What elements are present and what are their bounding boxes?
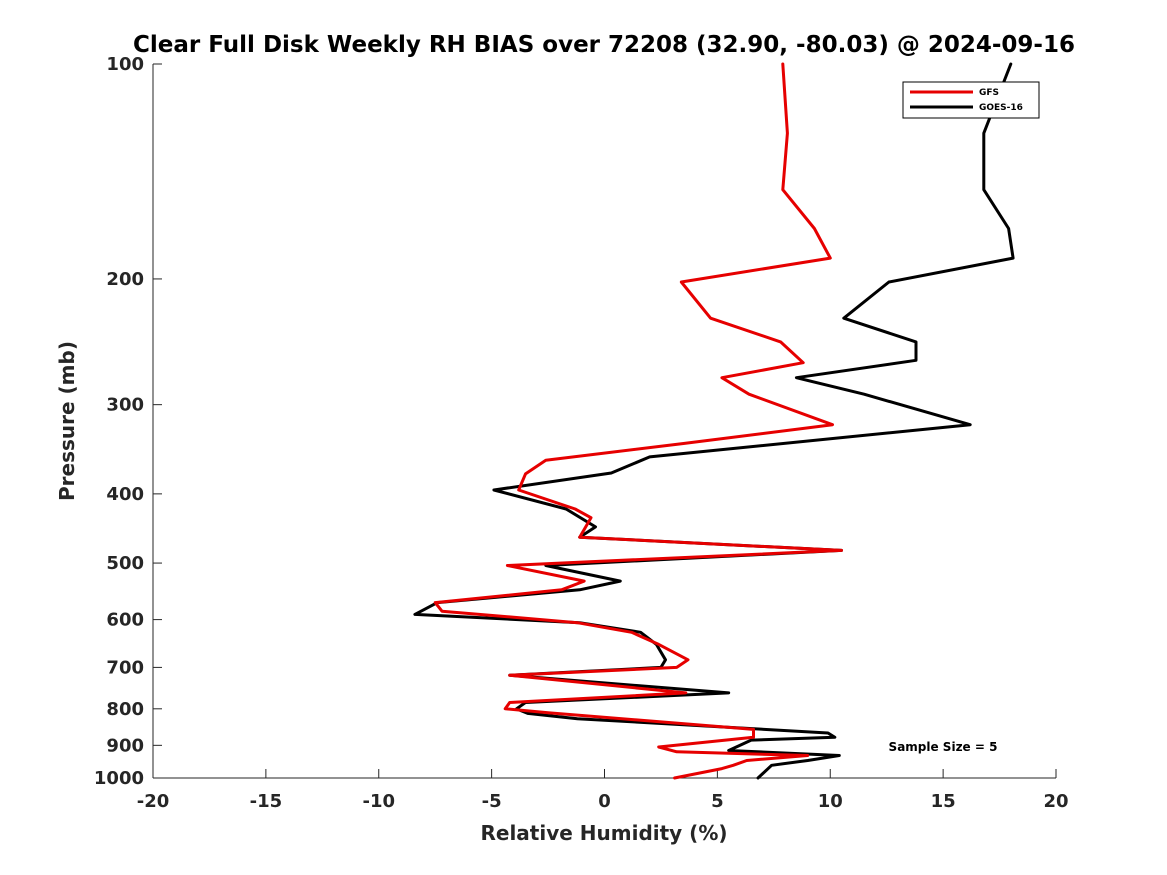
y-tick-label: 500 bbox=[106, 553, 144, 574]
x-tick-label: -5 bbox=[482, 791, 502, 812]
y-axis-label: Pressure (mb) bbox=[55, 341, 79, 501]
x-tick-label: 10 bbox=[818, 791, 843, 812]
y-tick-label: 100 bbox=[106, 54, 144, 75]
x-tick-label: 15 bbox=[931, 791, 956, 812]
x-tick-label: -15 bbox=[250, 791, 283, 812]
x-tick-label: 0 bbox=[598, 791, 611, 812]
y-tick-label: 600 bbox=[106, 610, 144, 631]
sample-size-annotation: Sample Size = 5 bbox=[889, 740, 998, 754]
y-tick-label: 200 bbox=[106, 269, 144, 290]
x-tick-label: -20 bbox=[137, 791, 170, 812]
series-layer bbox=[413, 62, 1015, 780]
x-tick-label: 20 bbox=[1043, 791, 1068, 812]
legend-box bbox=[902, 81, 1040, 119]
x-tick-label: -10 bbox=[362, 791, 395, 812]
y-tick-label: 800 bbox=[106, 699, 144, 720]
x-tick-label: 5 bbox=[711, 791, 724, 812]
legend: GFS GOES-16 bbox=[902, 81, 1040, 119]
x-axis: -20 -15 -10 -5 0 5 10 15 20 bbox=[137, 769, 1069, 812]
legend-label: GOES-16 bbox=[979, 103, 1023, 113]
y-axis: 100 200 300 400 500 600 700 800 900 1000 bbox=[94, 54, 162, 789]
y-tick-label: 900 bbox=[106, 735, 144, 756]
x-axis-label: Relative Humidity (%) bbox=[480, 821, 727, 845]
y-tick-label: 400 bbox=[106, 484, 144, 505]
series-line-gfs bbox=[433, 62, 843, 780]
y-tick-label: 700 bbox=[106, 657, 144, 678]
series-line-goes-16 bbox=[413, 62, 1015, 780]
legend-label: GFS bbox=[979, 88, 999, 98]
chart-title: Clear Full Disk Weekly RH BIAS over 7220… bbox=[133, 32, 1075, 58]
y-tick-label: 1000 bbox=[94, 768, 144, 789]
y-tick-label: 300 bbox=[106, 395, 144, 416]
